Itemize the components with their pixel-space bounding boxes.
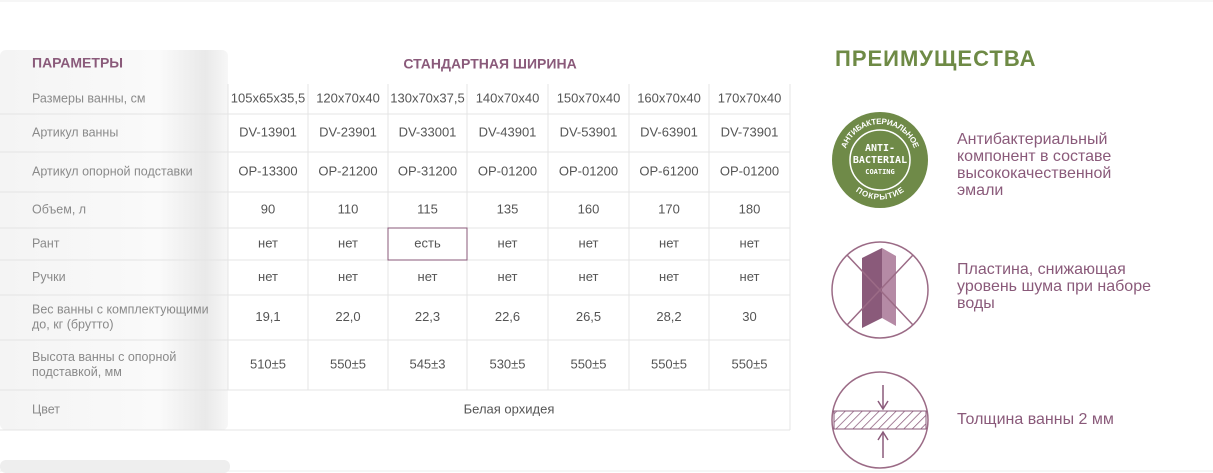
row-label: Объем, л xyxy=(32,202,86,216)
row-label: Ручки xyxy=(32,270,66,284)
cell: 22,6 xyxy=(495,309,520,324)
advantage-text: высококачественной xyxy=(957,165,1111,182)
row-label: Размеры ванны, см xyxy=(32,91,145,105)
row-label: Вес ванны с комплектующими xyxy=(32,302,209,316)
table: Размеры ванны, см 105x65x35,5 120x70x40 130… xyxy=(0,84,791,431)
advantage-text: эмали xyxy=(957,182,1003,199)
row-label: до, кг (брутто) xyxy=(32,317,114,331)
row-label: Цвет xyxy=(32,402,60,416)
cell: DV-73901 xyxy=(721,124,779,139)
thickness-icon xyxy=(831,371,929,469)
badge-line: BACTERIAL xyxy=(853,155,907,166)
advantage-text: воды xyxy=(957,295,995,312)
cell: Белая орхидея xyxy=(464,401,555,416)
cell: нет xyxy=(659,269,679,284)
advantage-text: уровень шума при наборе xyxy=(957,278,1151,295)
cell: нет xyxy=(579,269,599,284)
cell: DV-33001 xyxy=(399,124,457,139)
cell: нет xyxy=(740,235,760,250)
badge-circle xyxy=(832,112,928,208)
highlight-box xyxy=(387,227,468,261)
cell: OP-01200 xyxy=(559,163,618,178)
cell: нет xyxy=(258,269,278,284)
cell: нет xyxy=(418,269,438,284)
cell: OP-21200 xyxy=(318,163,377,178)
cell: 22,3 xyxy=(415,309,440,324)
cell: 105x65x35,5 xyxy=(231,90,305,105)
noise-icon xyxy=(831,241,929,339)
cell: 530±5 xyxy=(489,356,525,371)
cell: DV-23901 xyxy=(319,124,377,139)
cell: DV-63901 xyxy=(640,124,698,139)
cell: 19,1 xyxy=(255,309,280,324)
antibacterial-badge: АНТИБАКТЕРИАЛЬНОЕ ПОКРЫТИЕ ANTI-BACTERIA… xyxy=(832,112,928,208)
advantage-text: компонент в составе xyxy=(957,148,1111,165)
parameters-header: ПАРАМЕТРЫ xyxy=(32,55,123,71)
cell: 160x70x40 xyxy=(637,90,701,105)
advantages-title: ПРЕИМУЩЕСТВА xyxy=(835,46,1037,71)
row-label: Рант xyxy=(32,236,60,250)
cell: нет xyxy=(338,235,358,250)
cell: 120x70x40 xyxy=(316,90,380,105)
cell: 550±5 xyxy=(570,356,606,371)
cell: 545±3 xyxy=(409,356,445,371)
badge-ring xyxy=(849,129,911,191)
bottom-tab xyxy=(0,460,230,473)
label-column-bg xyxy=(0,50,228,430)
cell: 550±5 xyxy=(330,356,366,371)
cell: нет xyxy=(579,235,599,250)
cell: 90 xyxy=(261,201,275,216)
cell: нет xyxy=(498,235,518,250)
cell: OP-01200 xyxy=(478,163,537,178)
cell: DV-53901 xyxy=(560,124,618,139)
row-label: Артикул опорной подставки xyxy=(32,164,193,178)
cell: 130x70x37,5 xyxy=(390,90,464,105)
cell: DV-43901 xyxy=(479,124,537,139)
cell: 180 xyxy=(739,201,761,216)
cell: нет xyxy=(740,269,760,284)
row-label: Артикул ванны xyxy=(32,125,118,139)
cell: 26,5 xyxy=(576,309,601,324)
cell: 510±5 xyxy=(250,356,286,371)
advantage-text: Антибактериальный xyxy=(957,131,1107,148)
cell: 170 xyxy=(658,201,680,216)
cell: 160 xyxy=(578,201,600,216)
cell: OP-13300 xyxy=(238,163,297,178)
cell: 30 xyxy=(742,309,756,324)
cell: есть xyxy=(414,235,441,250)
cell: 135 xyxy=(497,201,519,216)
advantage-text: Толщина ванны 2 мм xyxy=(957,411,1114,428)
row-label: Высота ванны с опорной xyxy=(32,350,176,364)
cell: нет xyxy=(498,269,518,284)
cell: нет xyxy=(338,269,358,284)
cell: 170x70x40 xyxy=(718,90,782,105)
cell: нет xyxy=(659,235,679,250)
cell: OP-01200 xyxy=(720,163,779,178)
group-header: СТАНДАРТНАЯ ШИРИНА xyxy=(403,56,576,72)
cell: 22,0 xyxy=(335,309,360,324)
row-label: подставкой, мм xyxy=(32,365,122,379)
cell: 550±5 xyxy=(651,356,687,371)
cell: 28,2 xyxy=(656,309,681,324)
cell: нет xyxy=(258,235,278,250)
badge-line: COATING xyxy=(865,168,895,176)
cell: 115 xyxy=(417,201,438,216)
cell: 140x70x40 xyxy=(476,90,540,105)
cell: 150x70x40 xyxy=(557,90,621,105)
cell: OP-61200 xyxy=(639,163,698,178)
advantage-text: Пластина, снижающая xyxy=(957,261,1126,278)
cell: 110 xyxy=(338,201,359,216)
cell: 550±5 xyxy=(731,356,767,371)
badge-line: ANTI- xyxy=(865,143,895,154)
cell: DV-13901 xyxy=(239,124,297,139)
cell: OP-31200 xyxy=(398,163,457,178)
